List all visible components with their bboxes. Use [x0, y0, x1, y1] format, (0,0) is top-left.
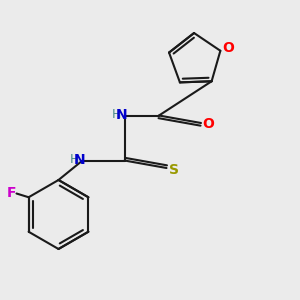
Text: H: H	[69, 153, 79, 166]
Text: O: O	[202, 118, 214, 131]
Text: H: H	[111, 108, 121, 121]
Text: S: S	[169, 163, 179, 176]
Text: N: N	[74, 153, 85, 166]
Text: O: O	[222, 41, 234, 56]
Text: F: F	[6, 186, 16, 200]
Text: N: N	[116, 108, 127, 122]
